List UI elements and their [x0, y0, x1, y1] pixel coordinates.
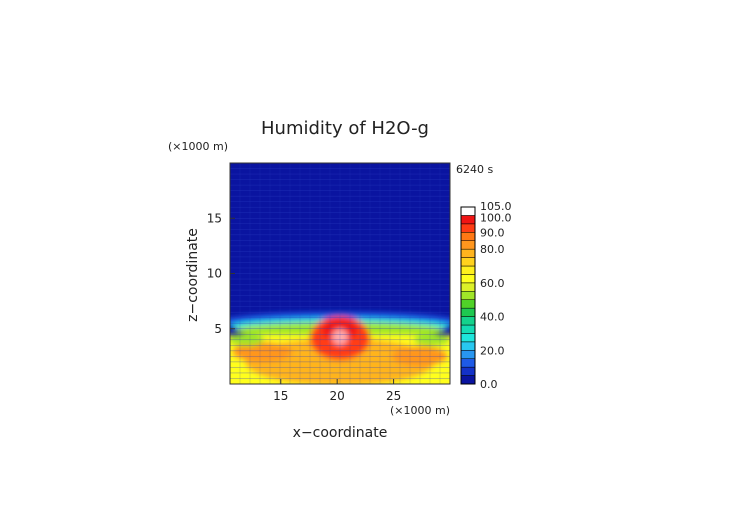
y-tick-label: 10	[207, 267, 222, 281]
y-axis-ticks: 5 10 15	[207, 211, 235, 336]
colorbar-swatch	[460, 350, 476, 359]
colorbar-swatch	[460, 223, 476, 233]
y-axis-label: z−coordinate	[185, 228, 201, 322]
field-orange-core	[245, 338, 435, 384]
x-axis-ticks: 15 20 25	[273, 379, 401, 403]
colorbar-swatch	[460, 265, 476, 275]
colorbar-swatch	[460, 291, 476, 300]
colorbar-tick-label: 40.0	[480, 311, 505, 324]
chart-title: Humidity of H2O-g	[261, 118, 429, 139]
colorbar-swatch	[460, 274, 476, 284]
colorbar-tick-label: 80.0	[480, 243, 505, 256]
colorbar-swatch	[460, 215, 476, 225]
colorbar-swatch	[460, 282, 476, 292]
field-plume-saturated	[332, 329, 348, 345]
y-tick-label: 5	[214, 322, 222, 336]
x-tick-label: 15	[273, 389, 288, 403]
colorbar-swatch	[460, 257, 476, 267]
colorbar-swatch	[460, 240, 476, 250]
colorbar-tick-label: 20.0	[480, 344, 505, 357]
colorbar-swatch	[460, 341, 476, 351]
colorbar-swatch	[460, 375, 476, 385]
colorbar-swatch	[460, 307, 476, 317]
colorbar-swatch	[460, 232, 476, 241]
colorbar-swatch	[460, 358, 476, 368]
colorbar-tick-label: 100.0	[480, 211, 512, 224]
y-tick-label: 15	[207, 211, 222, 225]
colorbar-swatch	[460, 299, 476, 309]
colorbar-swatch	[460, 324, 476, 334]
x-unit-label: (×1000 m)	[390, 404, 450, 417]
plot-grid	[230, 163, 450, 384]
colorbar-tick-label: 90.0	[480, 226, 505, 239]
colorbar-swatch	[460, 366, 476, 376]
time-label: 6240 s	[456, 163, 493, 176]
colorbar-tick-label: 60.0	[480, 277, 505, 290]
colorbar-tick-label: 0.0	[480, 378, 498, 391]
colorbar-swatch	[460, 333, 476, 343]
x-tick-label: 20	[330, 389, 345, 403]
colorbar-swatch	[460, 316, 476, 326]
field-orange-left	[232, 342, 292, 362]
colorbar-frame	[460, 206, 476, 385]
x-tick-label: 25	[386, 389, 401, 403]
x-axis-label: x−coordinate	[293, 425, 388, 441]
colorbar-swatch	[460, 206, 476, 216]
colorbar-tick-label: 105.0	[480, 200, 512, 213]
colorbar	[460, 206, 476, 385]
y-unit-label: (×1000 m)	[168, 140, 228, 153]
colorbar-swatch	[460, 248, 476, 258]
